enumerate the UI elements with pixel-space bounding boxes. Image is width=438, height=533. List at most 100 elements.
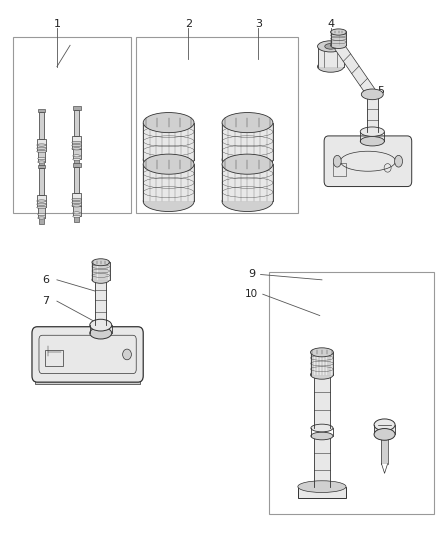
Bar bbox=[13, 37, 131, 213]
Ellipse shape bbox=[143, 150, 194, 170]
Bar bbox=[381, 434, 388, 464]
Ellipse shape bbox=[73, 212, 81, 214]
Bar bbox=[38, 151, 46, 162]
Bar bbox=[39, 168, 44, 195]
Bar bbox=[38, 109, 46, 112]
Bar bbox=[367, 94, 378, 132]
Ellipse shape bbox=[90, 319, 112, 331]
Ellipse shape bbox=[222, 150, 273, 170]
Ellipse shape bbox=[72, 144, 81, 147]
Bar bbox=[222, 164, 273, 201]
Text: 1: 1 bbox=[53, 19, 60, 29]
Bar bbox=[39, 112, 44, 139]
Ellipse shape bbox=[90, 327, 112, 339]
Ellipse shape bbox=[395, 156, 403, 167]
Ellipse shape bbox=[325, 44, 336, 49]
Ellipse shape bbox=[92, 276, 110, 284]
Ellipse shape bbox=[360, 136, 385, 146]
Text: 2: 2 bbox=[185, 19, 192, 29]
Ellipse shape bbox=[72, 148, 81, 150]
Text: 10: 10 bbox=[245, 289, 258, 299]
Bar bbox=[95, 280, 106, 325]
Bar bbox=[298, 487, 346, 498]
Ellipse shape bbox=[361, 89, 383, 100]
Bar bbox=[333, 163, 346, 176]
Bar bbox=[39, 218, 44, 224]
Ellipse shape bbox=[311, 424, 333, 432]
Ellipse shape bbox=[72, 201, 81, 204]
Bar bbox=[73, 164, 81, 166]
Bar bbox=[92, 262, 110, 280]
Bar bbox=[38, 165, 46, 168]
Ellipse shape bbox=[37, 200, 46, 202]
Bar bbox=[74, 159, 79, 165]
Ellipse shape bbox=[331, 42, 346, 49]
Bar bbox=[45, 350, 63, 366]
Bar bbox=[74, 110, 79, 136]
Ellipse shape bbox=[222, 191, 273, 212]
Text: 9: 9 bbox=[248, 270, 255, 279]
Ellipse shape bbox=[298, 481, 346, 492]
Bar bbox=[222, 123, 273, 160]
Ellipse shape bbox=[37, 206, 46, 208]
Bar bbox=[269, 272, 434, 514]
Ellipse shape bbox=[38, 161, 46, 163]
Ellipse shape bbox=[318, 41, 344, 52]
Ellipse shape bbox=[311, 370, 333, 379]
Text: 3: 3 bbox=[255, 19, 262, 29]
Text: 5: 5 bbox=[378, 86, 385, 95]
FancyBboxPatch shape bbox=[32, 327, 143, 382]
Bar bbox=[318, 46, 344, 67]
Ellipse shape bbox=[72, 205, 81, 207]
Bar bbox=[314, 436, 330, 487]
Ellipse shape bbox=[72, 198, 81, 200]
Ellipse shape bbox=[222, 154, 273, 174]
Bar bbox=[311, 352, 333, 375]
Ellipse shape bbox=[311, 348, 333, 357]
Ellipse shape bbox=[38, 217, 46, 219]
Bar bbox=[73, 206, 81, 216]
Ellipse shape bbox=[318, 61, 344, 72]
Ellipse shape bbox=[38, 157, 46, 159]
Bar bbox=[35, 374, 140, 384]
Ellipse shape bbox=[374, 429, 395, 440]
FancyBboxPatch shape bbox=[324, 136, 412, 187]
Text: 4: 4 bbox=[327, 19, 334, 29]
Bar bbox=[374, 425, 395, 434]
Bar bbox=[74, 166, 79, 193]
Bar bbox=[73, 149, 81, 159]
Bar bbox=[72, 136, 81, 149]
Ellipse shape bbox=[331, 29, 346, 35]
Ellipse shape bbox=[143, 191, 194, 212]
Ellipse shape bbox=[92, 259, 110, 265]
Ellipse shape bbox=[38, 213, 46, 215]
Ellipse shape bbox=[222, 112, 273, 133]
Ellipse shape bbox=[311, 432, 333, 440]
Ellipse shape bbox=[37, 150, 46, 152]
Bar bbox=[38, 207, 46, 218]
Polygon shape bbox=[335, 42, 376, 98]
Bar bbox=[37, 139, 46, 151]
Bar bbox=[143, 123, 194, 160]
Ellipse shape bbox=[72, 141, 81, 143]
Circle shape bbox=[123, 349, 131, 360]
Ellipse shape bbox=[333, 156, 341, 167]
Ellipse shape bbox=[73, 215, 81, 217]
Ellipse shape bbox=[374, 419, 395, 431]
Bar bbox=[73, 107, 81, 110]
Bar bbox=[74, 216, 79, 222]
Ellipse shape bbox=[37, 147, 46, 149]
Bar bbox=[143, 164, 194, 201]
Bar bbox=[314, 375, 330, 428]
Ellipse shape bbox=[143, 112, 194, 133]
Ellipse shape bbox=[360, 127, 385, 136]
Text: 7: 7 bbox=[42, 296, 49, 306]
Bar bbox=[136, 37, 298, 213]
Bar bbox=[331, 32, 346, 45]
Ellipse shape bbox=[37, 203, 46, 205]
Ellipse shape bbox=[143, 154, 194, 174]
Ellipse shape bbox=[73, 155, 81, 157]
Bar bbox=[37, 195, 46, 207]
Text: 6: 6 bbox=[42, 275, 49, 285]
Ellipse shape bbox=[73, 158, 81, 160]
